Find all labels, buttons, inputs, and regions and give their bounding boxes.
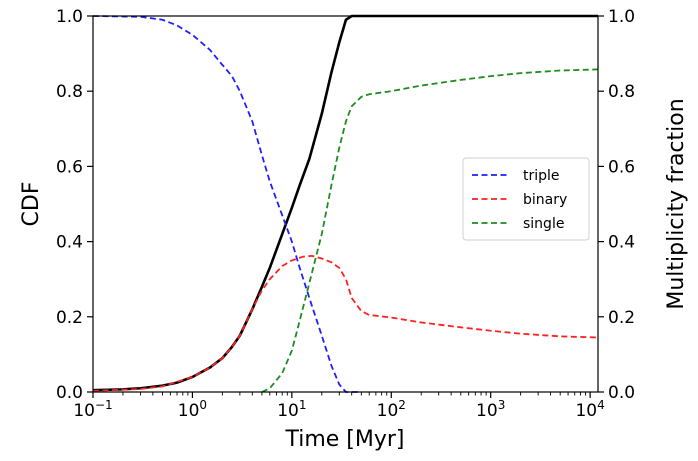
x-tick-label: 100 xyxy=(178,398,207,421)
y-left-tick-label: 0.0 xyxy=(56,383,83,403)
y-axis-label-left: CDF xyxy=(19,182,44,227)
series-layer xyxy=(92,14,599,393)
legend-box xyxy=(462,157,590,241)
x-tick-label: 10−1 xyxy=(73,398,112,421)
y-right-tick-label: 0.8 xyxy=(608,82,635,102)
legend-label-binary: binary xyxy=(523,192,567,208)
x-tick-label: 104 xyxy=(575,398,604,421)
ticks-layer: 10−1 100 101 102 103 1040.00.20.40.60.81.00.0… xyxy=(56,7,635,421)
axes-frame xyxy=(92,15,599,393)
y-axis-label-right: Multiplicity fraction xyxy=(664,98,689,309)
series-line-single xyxy=(261,68,599,393)
x-tick-label: 103 xyxy=(476,398,505,421)
y-right-tick-label: 0.4 xyxy=(608,233,635,253)
y-left-tick-label: 0.8 xyxy=(56,82,83,102)
series-line-triple xyxy=(92,15,362,393)
x-axis-label: Time [Myr] xyxy=(284,427,404,452)
x-tick-label: 102 xyxy=(377,398,406,421)
x-tick-label: 101 xyxy=(277,398,306,421)
y-right-tick-label: 0.6 xyxy=(608,157,635,177)
series-line-cdf xyxy=(92,14,598,392)
y-right-tick-label: 0.2 xyxy=(608,308,635,328)
legend-label-triple: triple xyxy=(523,168,560,184)
y-right-tick-label: 1.0 xyxy=(608,7,635,27)
y-left-tick-label: 0.2 xyxy=(56,308,83,328)
series-line-binary xyxy=(92,254,599,392)
y-left-tick-label: 0.4 xyxy=(56,233,83,253)
y-right-tick-label: 0.0 xyxy=(608,383,635,403)
plot-frame xyxy=(92,15,599,393)
y-left-tick-label: 0.6 xyxy=(56,157,83,177)
legend: triple binary single xyxy=(462,157,590,241)
y-left-tick-label: 1.0 xyxy=(56,7,83,27)
legend-label-single: single xyxy=(523,216,564,232)
